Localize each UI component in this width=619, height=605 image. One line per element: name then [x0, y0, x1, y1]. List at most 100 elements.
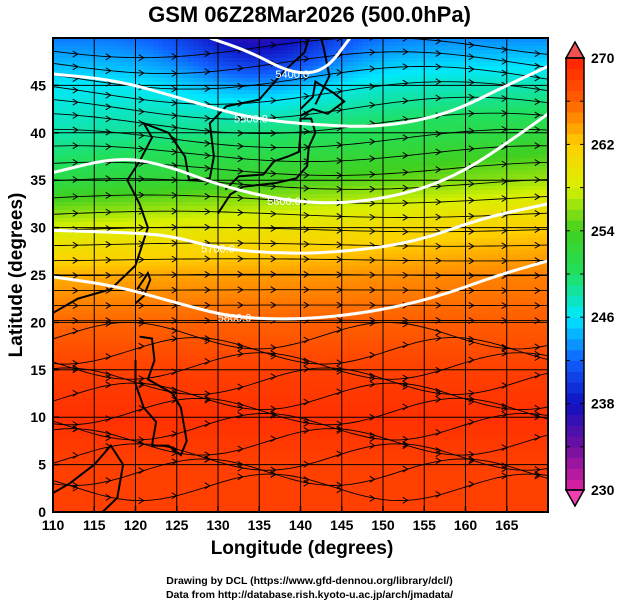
field-cell — [73, 106, 79, 111]
field-cell — [308, 214, 314, 219]
field-cell — [163, 182, 169, 187]
field-cell — [338, 210, 344, 215]
field-cell — [343, 50, 349, 55]
field-cell — [478, 122, 484, 127]
field-cell — [183, 230, 189, 235]
field-cell — [238, 190, 244, 195]
field-cell — [228, 202, 234, 207]
field-cell — [158, 222, 164, 227]
field-cell — [363, 146, 369, 151]
field-cell — [113, 98, 119, 103]
field-cell — [278, 218, 284, 223]
field-cell — [168, 102, 174, 107]
field-cell — [178, 146, 184, 151]
field-cell — [208, 94, 214, 99]
field-cell — [168, 170, 174, 175]
field-cell — [98, 150, 104, 155]
field-cell — [163, 210, 169, 215]
field-cell — [388, 98, 394, 103]
field-cell — [503, 50, 509, 55]
field-cell — [308, 226, 314, 231]
field-cell — [503, 118, 509, 123]
field-cell — [338, 94, 344, 99]
field-cell — [288, 138, 294, 143]
field-cell — [393, 106, 399, 111]
field-cell — [88, 206, 94, 211]
field-cell — [478, 110, 484, 115]
field-cell — [508, 154, 514, 159]
field-cell — [448, 150, 454, 155]
field-cell — [318, 186, 324, 191]
field-cell — [268, 202, 274, 207]
field-cell — [158, 218, 164, 223]
field-cell — [348, 170, 354, 175]
field-cell — [433, 218, 439, 223]
field-cell — [458, 202, 464, 207]
field-cell — [503, 130, 509, 135]
field-cell — [203, 206, 209, 211]
field-cell — [408, 110, 414, 115]
field-cell — [138, 102, 144, 107]
field-cell — [53, 218, 59, 223]
field-cell — [448, 230, 454, 235]
field-cell — [473, 170, 479, 175]
field-cell — [388, 210, 394, 215]
field-cell — [388, 146, 394, 151]
field-cell — [353, 42, 359, 47]
field-cell — [498, 118, 504, 123]
field-cell — [328, 146, 334, 151]
field-cell — [148, 70, 154, 75]
field-cell — [208, 50, 214, 55]
field-cell — [208, 182, 214, 187]
field-cell — [98, 222, 104, 227]
field-cell — [523, 234, 529, 239]
field-cell — [508, 66, 514, 71]
field-cell — [83, 174, 89, 179]
field-cell — [508, 226, 514, 231]
field-cell — [103, 50, 109, 55]
field-cell — [483, 82, 489, 87]
field-cell — [188, 54, 194, 59]
field-cell — [168, 54, 174, 59]
field-cell — [213, 62, 219, 67]
field-cell — [383, 214, 389, 219]
field-cell — [523, 46, 529, 51]
field-cell — [493, 206, 499, 211]
field-cell — [218, 158, 224, 163]
field-cell — [488, 50, 494, 55]
field-cell — [283, 222, 289, 227]
field-cell — [53, 42, 59, 47]
field-cell — [418, 94, 424, 99]
field-cell — [178, 206, 184, 211]
field-cell — [533, 202, 539, 207]
field-cell — [523, 186, 529, 191]
field-cell — [443, 146, 449, 151]
field-cell — [123, 186, 129, 191]
field-cell — [218, 70, 224, 75]
field-cell — [218, 114, 224, 119]
field-cell — [518, 142, 524, 147]
field-cell — [128, 90, 134, 95]
field-cell — [218, 146, 224, 151]
field-cell — [328, 194, 334, 199]
field-cell — [438, 154, 444, 159]
field-cell — [253, 158, 259, 163]
field-cell — [243, 74, 249, 79]
field-cell — [73, 62, 79, 67]
field-cell — [383, 82, 389, 87]
field-cell — [488, 206, 494, 211]
field-cell — [168, 182, 174, 187]
field-cell — [508, 90, 514, 95]
field-cell — [128, 62, 134, 67]
field-cell — [493, 202, 499, 207]
field-cell — [93, 170, 99, 175]
field-cell — [213, 122, 219, 127]
field-cell — [338, 234, 344, 239]
field-cell — [173, 102, 179, 107]
field-cell — [173, 234, 179, 239]
field-cell — [168, 218, 174, 223]
field-cell — [423, 114, 429, 119]
field-cell — [418, 234, 424, 239]
field-cell — [148, 194, 154, 199]
field-cell — [68, 146, 74, 151]
